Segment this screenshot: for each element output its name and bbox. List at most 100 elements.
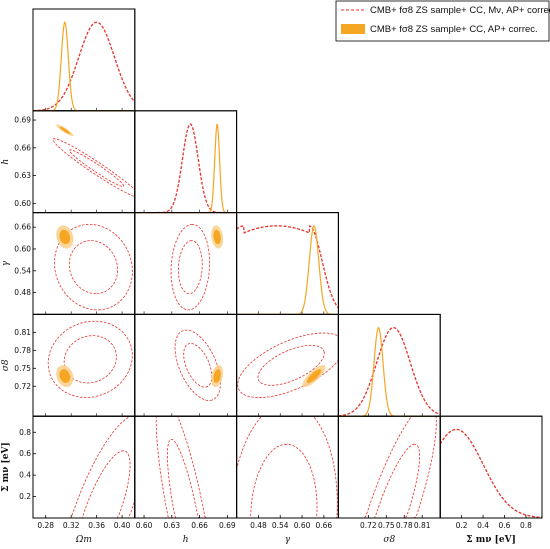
panel-frame-top	[32, 110, 136, 214]
x-tick-label: 0.72	[360, 521, 377, 530]
contour-2sigma-dashed	[47, 320, 133, 398]
panel-om-mnu	[32, 415, 136, 519]
y-tick-label: 0.63	[14, 171, 31, 180]
x-tick-label: 0.2	[456, 521, 468, 530]
panel-frame-top	[32, 212, 136, 315]
y-tick-label: 0.54	[14, 266, 31, 275]
contour-1sigma-dashed	[250, 443, 318, 519]
contour-2sigma-dashed	[52, 138, 135, 198]
y-tick-label: 0.60	[14, 244, 31, 253]
marginal-mnu-series-0	[439, 428, 543, 519]
marginal-gamma-series-1	[236, 225, 339, 315]
contour-group-om-gamma-series-1	[56, 225, 74, 249]
x-tick-label: 0.81	[414, 521, 431, 530]
x-tick-label: 0.32	[63, 521, 80, 530]
x-axis-label-mnu: Σ mν [eV]	[466, 535, 516, 545]
x-tick-label: 0.28	[37, 521, 54, 530]
legend: CMB+ fσ8 ZS sample+ CC, Mν, AP+ correc. …	[335, 0, 550, 42]
panel-s8-mnu	[337, 415, 441, 519]
contour-group-h-s8-series-0	[174, 329, 221, 401]
panel-frame-top	[337, 415, 441, 519]
contour-2sigma-dashed	[170, 223, 211, 311]
contour-group-om-mnu-series-0	[59, 416, 135, 519]
contour-1sigma-filled	[213, 229, 221, 245]
x-axis-label-om: Ωm	[75, 535, 92, 545]
contour-1sigma-dashed	[183, 343, 213, 388]
contour-2sigma-dashed	[59, 416, 135, 519]
contour-1sigma-filled	[59, 369, 71, 383]
panel-mnu-mnu	[439, 415, 543, 519]
y-tick-label: 0.8	[19, 428, 31, 437]
x-tick-label: 0.66	[316, 521, 333, 530]
x-tick-label: 0.8	[520, 521, 532, 530]
y-tick-label: 0.69	[14, 116, 31, 125]
marginal-s8-series-1	[338, 326, 441, 417]
panel-om-h	[32, 110, 136, 214]
y-tick-label: 0.48	[14, 288, 31, 297]
panel-h-gamma	[134, 212, 238, 315]
marginal-om-series-1	[33, 20, 135, 112]
contour-group-gamma-s8-series-0	[237, 332, 339, 398]
panel-om-gamma	[32, 212, 136, 315]
contour-group-gamma-mnu-series-0	[236, 416, 338, 519]
contour-group-h-s8-series-1	[211, 365, 224, 388]
x-tick-label: 0.63	[163, 521, 180, 530]
panel-frame-top	[439, 415, 543, 519]
contour-1sigma-dashed	[68, 240, 119, 295]
marginal-om-series-0	[32, 21, 136, 112]
contour-2sigma-dashed	[54, 223, 133, 311]
y-axis-label-h: h	[1, 159, 11, 165]
contour-1sigma-dashed	[69, 149, 125, 187]
contour-2sigma-dashed	[348, 416, 437, 519]
marginal-gamma-series-0	[236, 224, 339, 309]
y-axis-label-s8: σ8	[1, 359, 11, 371]
contour-2sigma-dashed	[236, 416, 338, 519]
x-tick-label: 0.4	[477, 521, 489, 530]
panel-frame-top	[134, 212, 238, 315]
y-tick-label: 0.60	[14, 199, 31, 208]
contour-group-om-gamma-series-0	[54, 223, 133, 311]
marginal-s8-series-0	[338, 326, 441, 417]
contour-group-s8-mnu-series-0	[348, 416, 437, 519]
contour-group-om-h-series-0	[52, 138, 135, 198]
contour-1sigma-dashed	[364, 443, 420, 519]
contour-1sigma-dashed	[177, 240, 203, 295]
contour-group-gamma-s8-series-1	[302, 365, 326, 388]
panels-layer: 0.28 0.32 0.36 0.40 Ωm 0.60 0.63 0.66 0.69 h 0.48 0…	[1, 8, 543, 545]
y-tick-label: 0.66	[14, 143, 31, 152]
x-tick-label: 0.40	[114, 521, 131, 530]
legend-swatch-filled	[341, 24, 365, 34]
contour-2sigma-dashed	[174, 329, 221, 401]
y-tick-label: 0.2	[19, 492, 31, 501]
y-tick-label: 0.81	[14, 328, 31, 337]
contour-group-h-gamma-series-0	[170, 223, 211, 311]
x-axis-label-s8: σ8	[383, 535, 395, 545]
contour-1sigma-filled	[213, 369, 221, 383]
x-tick-label: 0.78	[396, 521, 413, 530]
x-tick-label: 0.36	[88, 521, 105, 530]
contour-1sigma-filled	[306, 369, 322, 383]
contour-1sigma-filled	[59, 126, 71, 134]
x-axis-label-gamma: γ	[285, 535, 291, 545]
x-tick-label: 0.6	[499, 521, 511, 530]
y-tick-label: 0.66	[14, 223, 31, 232]
panel-frame-top	[32, 415, 136, 519]
panel-om-om	[32, 8, 136, 112]
contour-group-om-s8-series-0	[47, 320, 133, 398]
y-axis-label-gamma: γ	[1, 260, 11, 266]
contour-group-om-s8-series-1	[56, 365, 74, 388]
y-tick-label: 0.72	[14, 382, 31, 391]
x-tick-label: 0.54	[272, 521, 289, 530]
contour-1sigma-dashed	[257, 344, 325, 386]
legend-entry-0: CMB+ fσ8 ZS sample+ CC, Mν, AP+ correc.	[370, 5, 550, 16]
x-tick-label: 0.48	[250, 521, 267, 530]
x-tick-label: 0.60	[136, 521, 153, 530]
contour-group-h-mnu-series-0	[155, 416, 216, 519]
x-tick-label: 0.75	[378, 521, 395, 530]
contour-group-h-gamma-series-1	[211, 225, 224, 249]
y-tick-label: 0.4	[19, 471, 31, 480]
marginal-h-series-1	[134, 123, 237, 214]
contour-2sigma-dashed	[155, 416, 216, 519]
y-axis-label-mnu: Σ mν [eV]	[1, 442, 11, 492]
